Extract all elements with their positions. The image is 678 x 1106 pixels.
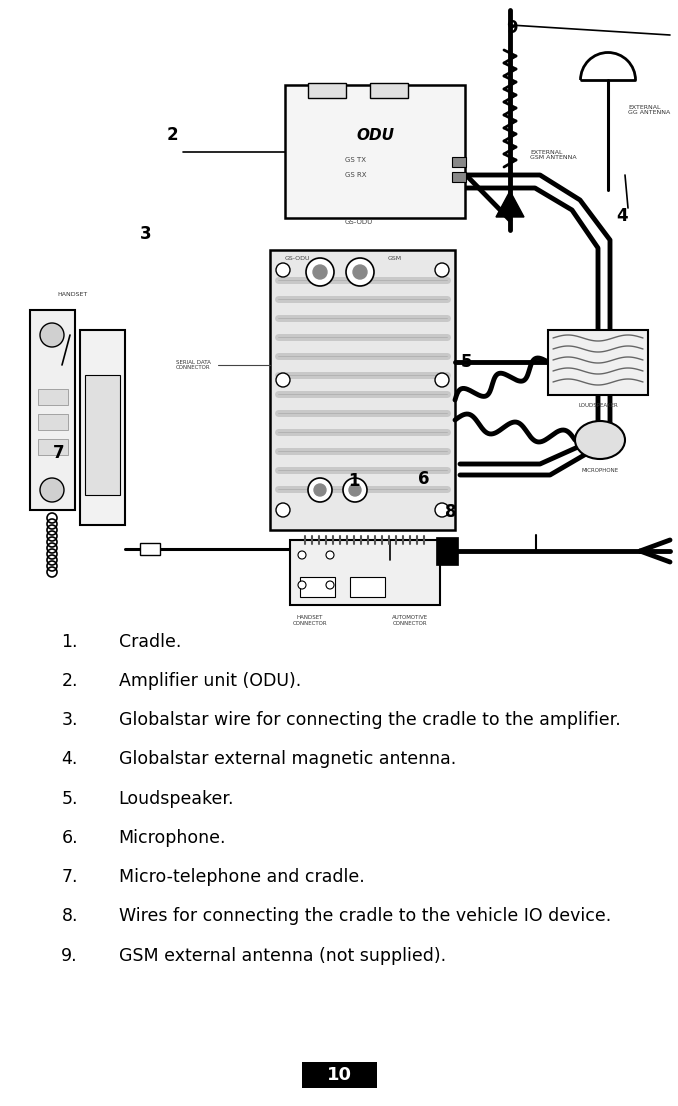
Text: HANDSET
CONNECTOR: HANDSET CONNECTOR xyxy=(293,615,327,626)
Bar xyxy=(308,83,346,98)
Text: 5.: 5. xyxy=(62,790,78,807)
Text: GS TX: GS TX xyxy=(345,157,366,163)
Text: SERIAL DATA
CONNECTOR: SERIAL DATA CONNECTOR xyxy=(176,359,210,371)
Text: 7.: 7. xyxy=(62,868,78,886)
Bar xyxy=(38,439,68,455)
Circle shape xyxy=(308,478,332,502)
Ellipse shape xyxy=(575,421,625,459)
Circle shape xyxy=(314,484,326,495)
Text: 1: 1 xyxy=(348,472,359,490)
Text: LOUDSPEAKER: LOUDSPEAKER xyxy=(578,403,618,408)
Circle shape xyxy=(343,478,367,502)
Text: Wires for connecting the cradle to the vehicle IO device.: Wires for connecting the cradle to the v… xyxy=(119,907,611,926)
Text: 8: 8 xyxy=(445,503,456,521)
Circle shape xyxy=(349,484,361,495)
Circle shape xyxy=(306,258,334,286)
Text: Globalstar wire for connecting the cradle to the amplifier.: Globalstar wire for connecting the cradl… xyxy=(119,711,620,729)
Text: 4: 4 xyxy=(616,207,629,225)
Bar xyxy=(290,540,440,605)
Circle shape xyxy=(298,581,306,589)
Circle shape xyxy=(40,478,64,502)
Text: 7: 7 xyxy=(53,445,65,462)
Circle shape xyxy=(346,258,374,286)
Circle shape xyxy=(298,551,306,559)
Text: 2: 2 xyxy=(167,126,179,144)
Bar xyxy=(302,1062,377,1088)
Bar xyxy=(436,538,458,565)
Circle shape xyxy=(40,323,64,347)
Text: Cradle.: Cradle. xyxy=(119,633,181,650)
Bar xyxy=(452,157,466,167)
Text: MICROPHONE: MICROPHONE xyxy=(582,468,618,473)
Text: Globalstar external magnetic antenna.: Globalstar external magnetic antenna. xyxy=(119,750,456,769)
Text: 9.: 9. xyxy=(61,947,78,964)
Text: Micro-telephone and cradle.: Micro-telephone and cradle. xyxy=(119,868,364,886)
Bar xyxy=(350,577,385,597)
Bar xyxy=(285,85,465,218)
Circle shape xyxy=(435,503,449,517)
Circle shape xyxy=(276,373,290,387)
Text: 9: 9 xyxy=(506,19,518,36)
Circle shape xyxy=(276,503,290,517)
Circle shape xyxy=(326,581,334,589)
Text: 1.: 1. xyxy=(62,633,78,650)
Text: EXTERNAL
GG ANTENNA: EXTERNAL GG ANTENNA xyxy=(628,105,671,115)
Text: 6: 6 xyxy=(418,470,429,488)
Circle shape xyxy=(326,551,334,559)
Text: Microphone.: Microphone. xyxy=(119,830,226,847)
Text: 6.: 6. xyxy=(61,830,78,847)
Bar xyxy=(452,173,466,182)
Text: 8.: 8. xyxy=(62,907,78,926)
Text: 3.: 3. xyxy=(62,711,78,729)
Text: ODU: ODU xyxy=(356,127,394,143)
Text: AUTOMOTIVE
CONNECTOR: AUTOMOTIVE CONNECTOR xyxy=(392,615,428,626)
Bar xyxy=(370,83,408,98)
Text: GS-ODU: GS-ODU xyxy=(345,219,374,225)
Circle shape xyxy=(313,265,327,279)
Text: GSM: GSM xyxy=(388,255,402,261)
Bar xyxy=(270,250,455,530)
Circle shape xyxy=(353,265,367,279)
Polygon shape xyxy=(496,191,524,217)
Bar xyxy=(38,389,68,405)
Bar xyxy=(140,543,160,555)
Text: 4.: 4. xyxy=(62,750,78,769)
Text: GSM external antenna (not supplied).: GSM external antenna (not supplied). xyxy=(119,947,445,964)
Bar xyxy=(548,330,648,395)
Circle shape xyxy=(435,263,449,276)
Text: 5: 5 xyxy=(461,353,472,371)
Bar xyxy=(80,330,125,525)
Text: 2.: 2. xyxy=(62,671,78,690)
Text: HANDSET: HANDSET xyxy=(57,292,87,298)
Text: EXTERNAL
GSM ANTENNA: EXTERNAL GSM ANTENNA xyxy=(530,149,576,160)
Text: 3: 3 xyxy=(140,226,152,243)
Text: Loudspeaker.: Loudspeaker. xyxy=(119,790,234,807)
Circle shape xyxy=(435,373,449,387)
Bar xyxy=(38,414,68,430)
Bar xyxy=(85,375,120,495)
Text: GS-ODU: GS-ODU xyxy=(285,255,311,261)
Text: 10: 10 xyxy=(327,1066,351,1084)
Bar xyxy=(300,577,335,597)
Text: GS RX: GS RX xyxy=(345,173,367,178)
Circle shape xyxy=(276,263,290,276)
Text: Amplifier unit (ODU).: Amplifier unit (ODU). xyxy=(119,671,301,690)
Bar xyxy=(30,310,75,510)
